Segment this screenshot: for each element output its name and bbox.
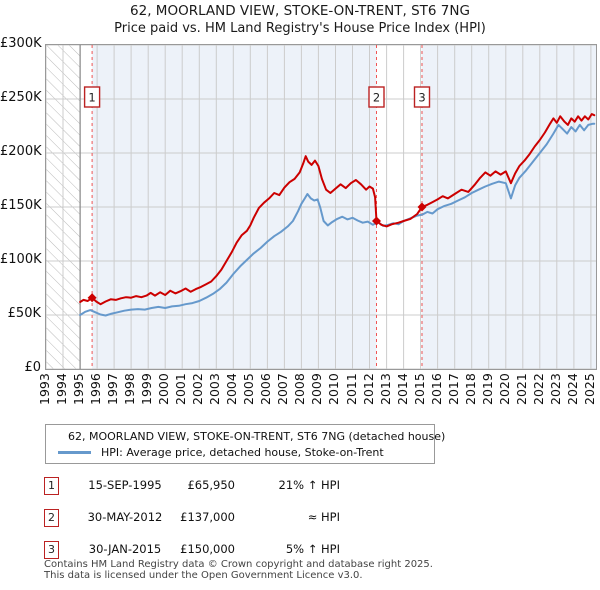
- y-tick-label: £200K: [0, 144, 42, 159]
- y-tick-label: £50K: [7, 306, 41, 321]
- x-tick-label: 1997: [105, 373, 121, 405]
- x-tick-label: 2023: [547, 373, 563, 405]
- x-tick-label: 2011: [343, 373, 359, 405]
- sale-point-marker: [372, 216, 381, 226]
- x-tick-label: 2013: [377, 373, 393, 405]
- x-tick-label: 2015: [411, 373, 427, 405]
- transaction-number-badge: 2: [44, 509, 59, 527]
- transaction-vs-hpi: ≈ HPI: [307, 510, 340, 524]
- page-title: 62, MOORLAND VIEW, STOKE-ON-TRENT, ST6 7…: [130, 3, 470, 19]
- x-tick-label: 2022: [530, 373, 546, 405]
- y-tick-label: £250K: [0, 90, 42, 105]
- transaction-row-1: 1 15-SEP-1995 £65,950 21% ↑ HPI: [0, 477, 600, 497]
- sale-point-marker: [417, 202, 427, 212]
- x-tick-label: 2018: [462, 373, 478, 405]
- price-history-chart: 1 2 3: [45, 44, 597, 370]
- sale-point-marker: [87, 293, 97, 303]
- y-tick-label: £150K: [0, 198, 42, 213]
- x-tick-label: 2021: [513, 373, 529, 405]
- hpi-line-swatch: [58, 450, 91, 454]
- svg-text:3: 3: [418, 91, 425, 105]
- x-tick-label: 2003: [207, 373, 223, 405]
- x-tick-label: 1996: [88, 373, 104, 405]
- legend-item-hpi: HPI: Average price, detached house, Stok…: [46, 446, 434, 459]
- x-tick-label: 2006: [258, 373, 274, 405]
- x-tick-label: 1995: [71, 373, 87, 405]
- x-tick-label: 2010: [326, 373, 342, 405]
- transaction-price: £65,950: [187, 478, 235, 492]
- legend-label: 62, MOORLAND VIEW, STOKE-ON-TRENT, ST6 7…: [68, 429, 446, 443]
- sale-number-box: [368, 86, 385, 108]
- svg-text:2: 2: [373, 91, 380, 105]
- legend-item-property: 62, MOORLAND VIEW, STOKE-ON-TRENT, ST6 7…: [46, 430, 445, 443]
- transaction-price: £150,000: [180, 542, 235, 556]
- transaction-number-badge: 1: [44, 477, 59, 495]
- transaction-date: 15-SEP-1995: [88, 478, 162, 492]
- y-tick-label: £0: [24, 360, 41, 375]
- x-tick-label: 2002: [190, 373, 206, 405]
- x-tick-label: 2014: [394, 373, 410, 405]
- transaction-date: 30-MAY-2012: [87, 510, 163, 524]
- transaction-date: 30-JAN-2015: [88, 542, 162, 556]
- x-tick-label: 1994: [54, 373, 70, 405]
- x-tick-label: 2025: [581, 373, 597, 405]
- sale-number-box: [413, 86, 431, 108]
- x-tick-label: 2004: [224, 373, 240, 405]
- x-tick-label: 2024: [564, 373, 580, 405]
- x-tick-label: 2009: [309, 373, 325, 405]
- x-tick-label: 2007: [275, 373, 291, 405]
- y-tick-label: £100K: [0, 252, 42, 267]
- license-footer: Contains HM Land Registry data © Crown c…: [44, 559, 584, 581]
- x-tick-label: 2016: [428, 373, 444, 405]
- svg-text:1: 1: [88, 91, 95, 105]
- transaction-row-3: 3 30-JAN-2015 £150,000 5% ↑ HPI: [0, 541, 600, 561]
- x-tick-label: 2017: [445, 373, 461, 405]
- x-tick-label: 2020: [496, 373, 512, 405]
- transaction-row-2: 2 30-MAY-2012 £137,000 ≈ HPI: [0, 509, 600, 529]
- x-tick-label: 1998: [122, 373, 138, 405]
- x-tick-label: 1999: [139, 373, 155, 405]
- footer-line-1: Contains HM Land Registry data © Crown c…: [44, 559, 433, 570]
- x-tick-label: 2008: [292, 373, 308, 405]
- x-tick-label: 2001: [173, 373, 189, 405]
- transaction-vs-hpi: 5% ↑ HPI: [285, 542, 340, 556]
- x-tick-label: 2019: [479, 373, 495, 405]
- transaction-price: £137,000: [180, 510, 235, 524]
- chart-legend: 62, MOORLAND VIEW, STOKE-ON-TRENT, ST6 7…: [45, 424, 445, 464]
- transaction-vs-hpi: 21% ↑ HPI: [278, 478, 340, 492]
- page-subtitle: Price paid vs. HM Land Registry's House …: [114, 21, 486, 36]
- x-tick-label: 2012: [360, 373, 376, 405]
- y-tick-label: £300K: [0, 36, 42, 51]
- x-tick-label: 2005: [241, 373, 257, 405]
- legend-label: HPI: Average price, detached house, Stok…: [101, 445, 384, 459]
- sale-number-box: [83, 86, 101, 108]
- series-line: [79, 122, 596, 317]
- x-tick-label: 1993: [37, 373, 52, 405]
- footer-line-2: This data is licensed under the Open Gov…: [44, 570, 363, 581]
- series-line: [79, 113, 596, 306]
- transaction-number-badge: 3: [44, 541, 59, 559]
- x-tick-label: 2000: [156, 373, 172, 405]
